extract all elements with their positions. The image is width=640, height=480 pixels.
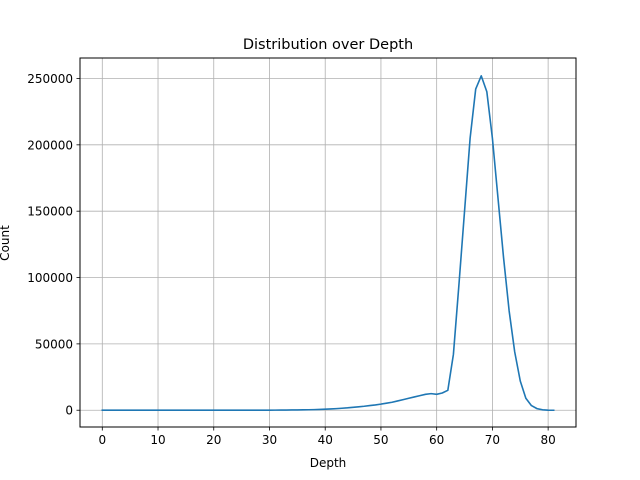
x-tick-label: 0 bbox=[98, 433, 106, 447]
x-tick-label: 80 bbox=[540, 433, 555, 447]
x-tick-label: 10 bbox=[150, 433, 165, 447]
series-line bbox=[101, 75, 555, 412]
y-tick-label: 250000 bbox=[27, 72, 73, 86]
y-tick-label: 150000 bbox=[27, 205, 73, 219]
series-group bbox=[101, 75, 555, 412]
x-tick-label: 30 bbox=[262, 433, 277, 447]
chart-title: Distribution over Depth bbox=[243, 37, 413, 53]
y-axis-title: Count bbox=[0, 225, 12, 261]
x-tick-label: 70 bbox=[485, 433, 500, 447]
x-tick-label: 20 bbox=[206, 433, 221, 447]
x-tick-label: 40 bbox=[318, 433, 333, 447]
y-axis-ticks: 0 50000 100000 150000 200000 250000 bbox=[27, 72, 80, 418]
plot-frame bbox=[79, 57, 577, 428]
x-axis-ticks: 0 10 20 30 40 50 60 70 80 bbox=[98, 427, 556, 447]
x-axis-title: Depth bbox=[310, 456, 347, 470]
x-tick-label: 50 bbox=[373, 433, 388, 447]
y-tick-label: 50000 bbox=[35, 337, 73, 351]
x-tick-label: 60 bbox=[429, 433, 444, 447]
y-tick-label: 200000 bbox=[27, 138, 73, 152]
y-tick-label: 0 bbox=[65, 404, 73, 418]
y-tick-label: 100000 bbox=[27, 271, 73, 285]
